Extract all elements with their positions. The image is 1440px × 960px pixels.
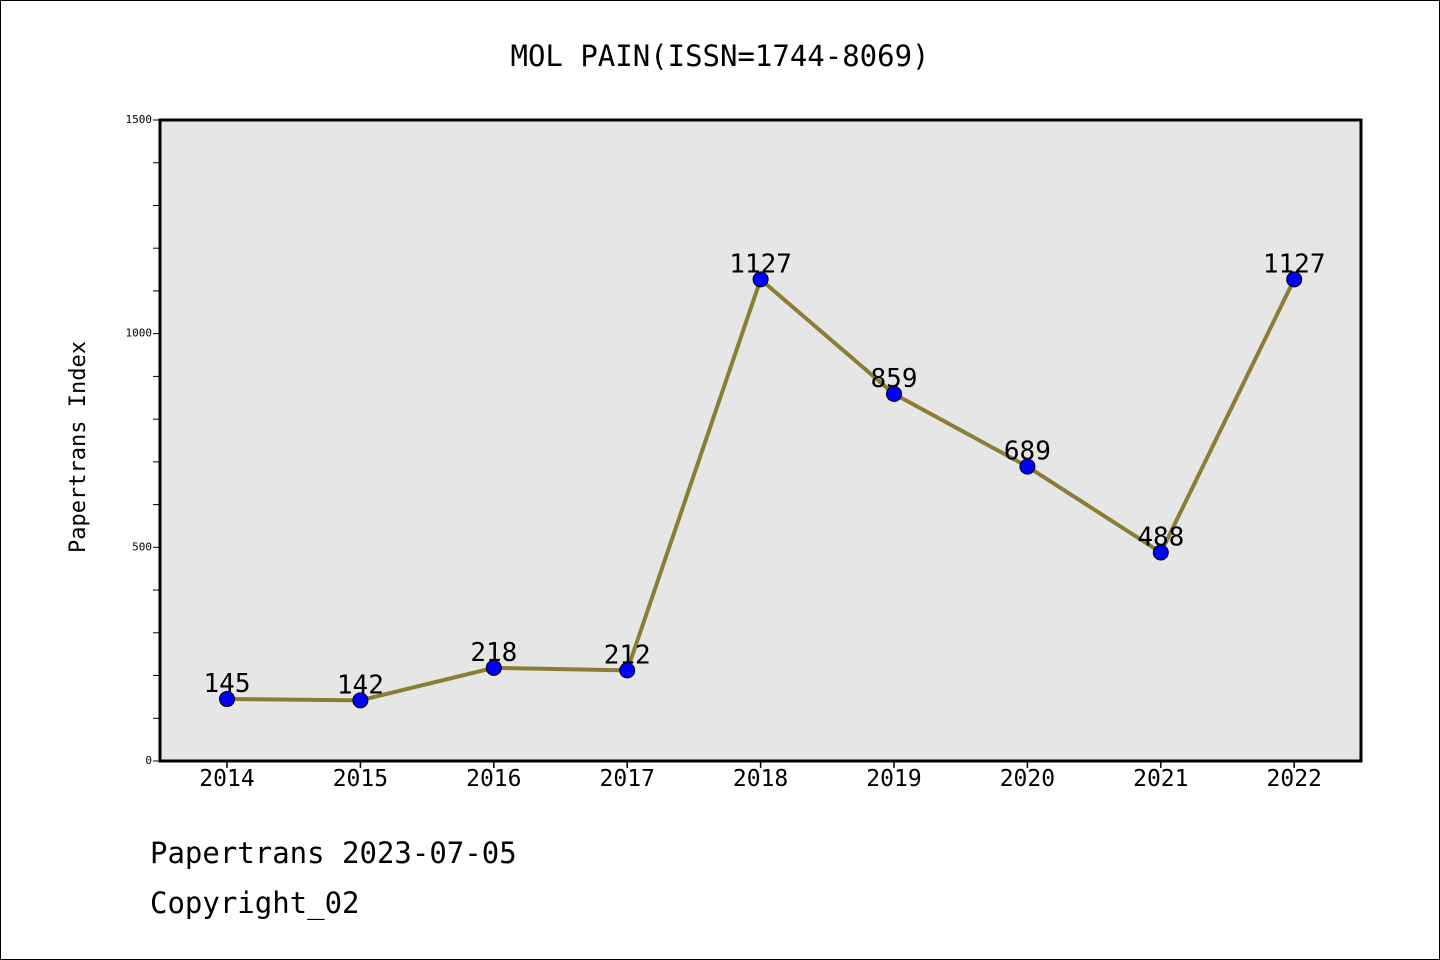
data-label: 142 — [337, 670, 384, 700]
data-point — [752, 271, 769, 288]
plot-area — [160, 120, 1361, 761]
y-tick-label: 0 — [145, 754, 152, 767]
y-tick-label: 1000 — [126, 327, 153, 340]
data-point — [1286, 271, 1303, 288]
x-tick-label: 2015 — [333, 766, 388, 792]
y-axis-label: Papertrans Index — [66, 341, 91, 553]
data-labels: 145 142 218 212 1127 859 689 488 1127 — [204, 249, 1326, 700]
data-label: 689 — [1004, 437, 1051, 467]
data-point — [886, 385, 902, 402]
data-point — [485, 659, 502, 676]
data-point — [1152, 544, 1169, 561]
y-tick-label: 1500 — [126, 113, 153, 126]
data-label: 145 — [204, 669, 251, 699]
x-tick-label: 2022 — [1267, 766, 1322, 792]
data-point — [619, 662, 636, 679]
data-label: 218 — [470, 638, 517, 668]
data-point — [219, 691, 235, 708]
plot-border — [158, 118, 1363, 763]
data-point — [1019, 458, 1036, 475]
data-label: 488 — [1137, 522, 1184, 552]
axis-ticks: 0 500 1000 1500 2014 2015 2016 2017 2018 2019 2020… — [126, 113, 1322, 792]
footer-copyright: Copyright_02 — [150, 886, 360, 920]
x-tick-label: 2014 — [199, 766, 254, 792]
x-tick-label: 2016 — [466, 766, 521, 792]
x-tick-label: 2017 — [600, 766, 655, 792]
y-tick-label: 500 — [132, 540, 152, 553]
data-label: 859 — [871, 364, 918, 394]
data-point — [352, 692, 369, 709]
data-markers — [219, 271, 1303, 709]
x-tick-label: 2020 — [1000, 766, 1055, 792]
chart-title: MOL PAIN(ISSN=1744-8069) — [510, 39, 929, 73]
data-label: 1127 — [729, 249, 792, 279]
data-label: 1127 — [1263, 249, 1326, 279]
footer-date: Papertrans 2023-07-05 — [150, 836, 517, 870]
x-tick-label: 2019 — [866, 766, 921, 792]
x-tick-label: 2021 — [1133, 766, 1188, 792]
x-tick-label: 2018 — [733, 766, 788, 792]
data-label: 212 — [604, 640, 651, 670]
